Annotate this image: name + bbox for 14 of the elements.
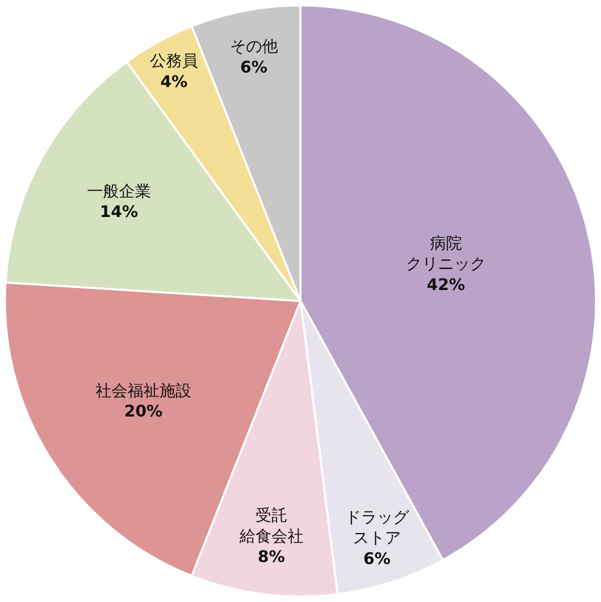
slice-label: 公務員 [150, 50, 198, 70]
data-label: 8% [258, 547, 285, 566]
data-label: 4% [160, 72, 188, 91]
data-label: 20% [124, 402, 163, 421]
slice-label: 病院クリニック [406, 233, 486, 274]
slice-label: その他 [230, 36, 278, 56]
data-label: 42% [426, 274, 466, 294]
data-label: 6% [363, 548, 390, 568]
slice-label: 社会福祉施設 [95, 380, 192, 400]
slice-label: 一般企業 [86, 181, 151, 200]
data-label: 6% [240, 57, 268, 76]
slice-label: ドラッグストア [344, 507, 410, 548]
data-label: 14% [100, 202, 138, 222]
slice-label: 受託給食会社 [238, 505, 304, 546]
